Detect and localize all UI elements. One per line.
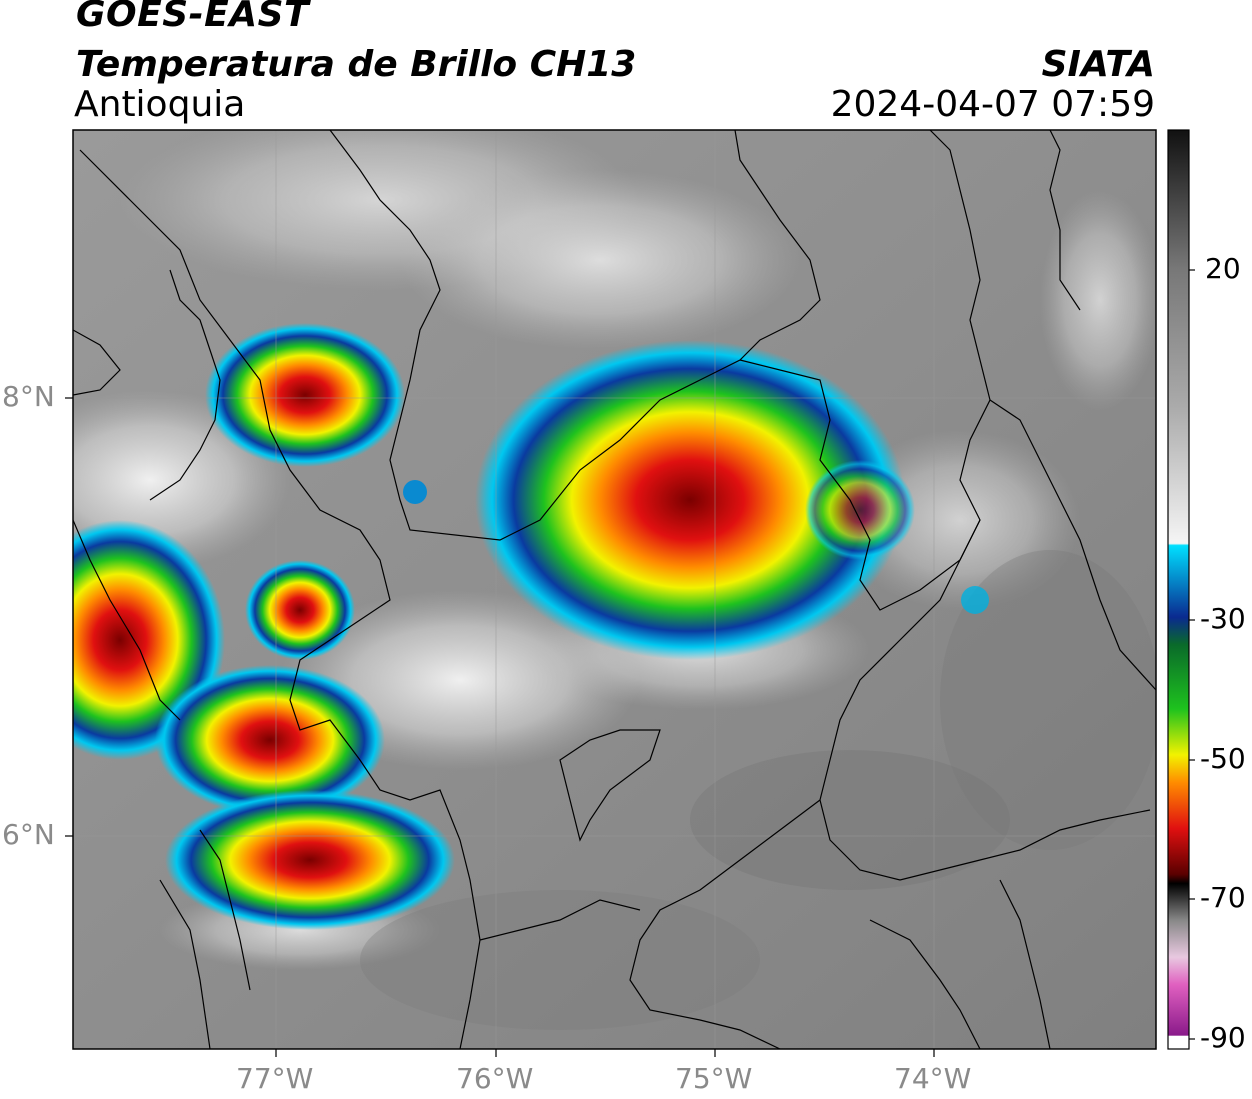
organization-label: SIATA bbox=[1041, 44, 1155, 85]
colorbar bbox=[1167, 129, 1195, 1050]
datetime-label: 2024-04-07 07:59 bbox=[830, 84, 1155, 125]
storm-speck bbox=[403, 480, 427, 504]
storm-cell-central bbox=[475, 340, 905, 660]
map-frame bbox=[72, 129, 1157, 1050]
lon-label-74w: 74°W bbox=[894, 1062, 972, 1095]
colorbar-gradient bbox=[1168, 130, 1189, 1049]
storm-cell-east bbox=[805, 460, 915, 560]
colorbar-label-minus90: -90 bbox=[1200, 1021, 1246, 1054]
lon-label-75w: 75°W bbox=[675, 1062, 753, 1095]
warm-patch bbox=[940, 550, 1156, 850]
lat-label-8n: 8°N bbox=[2, 380, 55, 413]
storm-speck bbox=[961, 586, 989, 614]
storm-cell-southwest bbox=[165, 790, 455, 930]
colorbar-label-20: 20 bbox=[1205, 252, 1241, 285]
colorbar-ticks bbox=[1189, 269, 1195, 1040]
storm-cell-small bbox=[245, 560, 355, 660]
warm-patch bbox=[360, 890, 760, 1030]
satellite-title: GOES-EAST bbox=[76, 0, 310, 35]
lon-label-76w: 76°W bbox=[456, 1062, 534, 1095]
lat-label-6n: 6°N bbox=[2, 818, 55, 851]
map-area bbox=[73, 130, 1156, 1049]
axis-ticks bbox=[65, 397, 935, 1057]
political-borders bbox=[73, 130, 1156, 1049]
storm-cell-central-west bbox=[155, 665, 385, 815]
cloud-patch bbox=[1040, 190, 1156, 410]
storm-cell-northwest bbox=[205, 323, 405, 467]
warm-patch bbox=[690, 750, 1010, 890]
colorbar-frame bbox=[1167, 129, 1190, 1050]
cloud-patch bbox=[400, 170, 800, 350]
colorbar-label-minus30: -30 bbox=[1200, 602, 1246, 635]
region-label: Antioquia bbox=[74, 84, 246, 125]
gridlines bbox=[73, 130, 1156, 1049]
colorbar-label-minus70: -70 bbox=[1200, 881, 1246, 914]
lon-label-77w: 77°W bbox=[236, 1062, 314, 1095]
colorbar-label-minus50: -50 bbox=[1200, 742, 1246, 775]
product-title: Temperatura de Brillo CH13 bbox=[76, 44, 637, 85]
